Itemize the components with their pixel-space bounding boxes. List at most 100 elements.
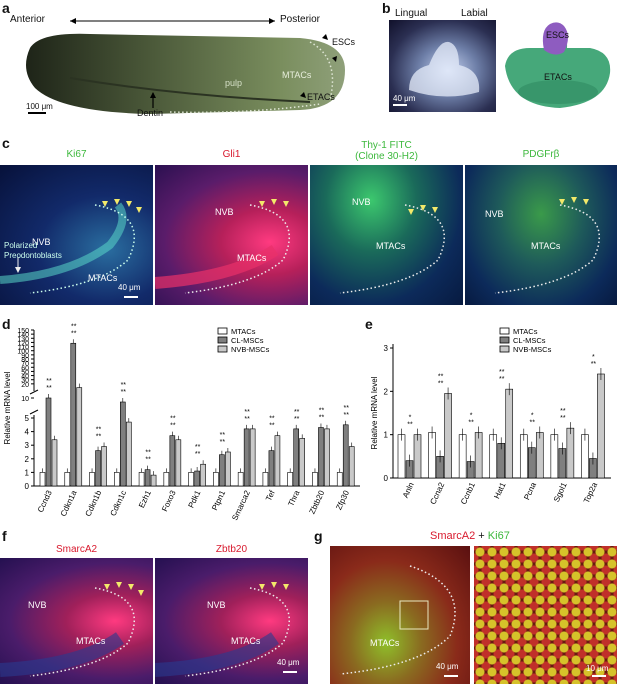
y-tick-label: 10 [21, 396, 29, 403]
y-tick-label: 3 [25, 441, 30, 450]
pulp-label: pulp [225, 78, 243, 88]
bar [535, 432, 544, 479]
g-title-ki67: Ki67 [487, 530, 510, 542]
y-axis-title: Relative mRNA level [3, 371, 12, 444]
y-tick-label: 60 [21, 365, 29, 372]
panel-g-letter: g [314, 528, 323, 544]
bar [114, 472, 120, 487]
x-tick-label: Sgol1 [552, 481, 569, 504]
mtacs-label-g: MTACs [370, 638, 400, 648]
significance-mark: ** [438, 374, 444, 381]
x-tick-label: Smarca2 [230, 489, 252, 522]
nvb-label: NVB [32, 237, 51, 247]
x-tick-label: Zbtb20 [308, 489, 327, 516]
legend-label: NVB-MSCs [513, 345, 552, 354]
significance-mark: ** [71, 330, 77, 337]
panel-d-chart: 0 1 2 3 4 5 10 20304050607080901001101201301401… [3, 323, 360, 522]
legend-label: MTACs [231, 327, 256, 336]
significance-mark: ** [560, 415, 566, 422]
significance-mark: ** [244, 416, 250, 423]
significance-mark: ** [499, 369, 505, 376]
significance-mark: ** [294, 416, 300, 423]
bar [428, 432, 436, 479]
significance-mark: ** [438, 381, 444, 388]
bar [150, 474, 157, 487]
significance-mark: ** [96, 427, 102, 434]
bar [550, 434, 559, 479]
escs-label: ESCs [332, 37, 356, 47]
legend-swatch [499, 345, 510, 353]
ki67-title: Ki67 [66, 149, 87, 160]
zbtb20-image: NVB MTACs 40 μm [155, 558, 308, 684]
x-tick-label: Top2a [582, 481, 600, 505]
thy1-image: NVB MTACs [310, 165, 463, 305]
bar [274, 435, 281, 487]
bar [188, 472, 194, 487]
bar [219, 454, 225, 487]
y-tick-label: 100 [17, 349, 29, 356]
legend-swatch [499, 327, 510, 335]
significance-mark: ** [269, 423, 275, 430]
mtacs-label-c4: MTACs [531, 241, 561, 251]
y-tick-label: 2 [25, 455, 30, 464]
dentin-label: Dentin [137, 108, 164, 118]
significance-mark: ** [46, 385, 52, 392]
bar [89, 472, 95, 487]
panel-f-letter: f [2, 528, 7, 544]
panel-a-scale: 100 μm [26, 102, 53, 111]
panel-b-scale: 40 μm [393, 94, 416, 103]
bar [336, 472, 343, 487]
y-tick-label: 40 [21, 374, 29, 381]
significance-mark: ** [96, 434, 102, 441]
bar [101, 446, 107, 487]
significance-mark: ** [244, 409, 250, 416]
significance-mark: ** [269, 416, 275, 423]
y-tick-label: 90 [21, 353, 29, 360]
bar [458, 434, 467, 479]
significance-mark: ** [220, 432, 226, 439]
etacs-label: ETACs [307, 92, 335, 102]
x-tick-label: Ezh1 [137, 489, 153, 510]
bar [566, 427, 575, 479]
y-tick-label: 5 [25, 414, 30, 423]
significance-mark: ** [530, 420, 536, 427]
bar [194, 470, 200, 487]
panel-d-letter: d [2, 316, 11, 332]
bar [312, 472, 318, 487]
bar [70, 342, 77, 487]
legend-swatch [499, 336, 510, 344]
legend-label: CL-MSCs [231, 336, 264, 345]
x-tick-label: Hat1 [492, 481, 508, 501]
legend-swatch [217, 336, 228, 344]
mtacs-label-f1: MTACs [76, 636, 106, 646]
panel-b-letter: b [382, 0, 391, 16]
legend-label: MTACs [513, 327, 538, 336]
significance-mark: ** [319, 408, 325, 415]
significance-mark: * [409, 415, 412, 422]
thy1-title: Thy-1 FITC (Clone 30-H2) [310, 140, 463, 162]
x-tick-label: Pcna [522, 481, 538, 502]
significance-mark: ** [499, 376, 505, 383]
y-tick-label: 3 [384, 344, 389, 353]
nvb-label-f1: NVB [28, 600, 47, 610]
y-tick-label: 50 [21, 369, 29, 376]
panel-a-image [26, 18, 345, 114]
bar [200, 463, 206, 487]
bar [287, 472, 293, 487]
bar [519, 434, 528, 479]
bar [318, 427, 324, 487]
g-title-smarca2: SmarcA2 [430, 530, 476, 542]
bar [299, 438, 305, 487]
thy1-title-line2: (Clone 30-H2) [355, 151, 418, 162]
bar [444, 393, 452, 479]
y-tick-label: 4 [25, 428, 30, 437]
bar [120, 401, 126, 487]
significance-mark: ** [560, 408, 566, 415]
legend-label: NVB-MSCs [231, 345, 270, 354]
bar [505, 388, 514, 479]
x-tick-label: Cdkn1c [109, 489, 129, 517]
significance-mark: ** [145, 457, 151, 464]
panel-f-scale: 40 μm [277, 658, 300, 667]
significance-mark: ** [46, 378, 52, 385]
